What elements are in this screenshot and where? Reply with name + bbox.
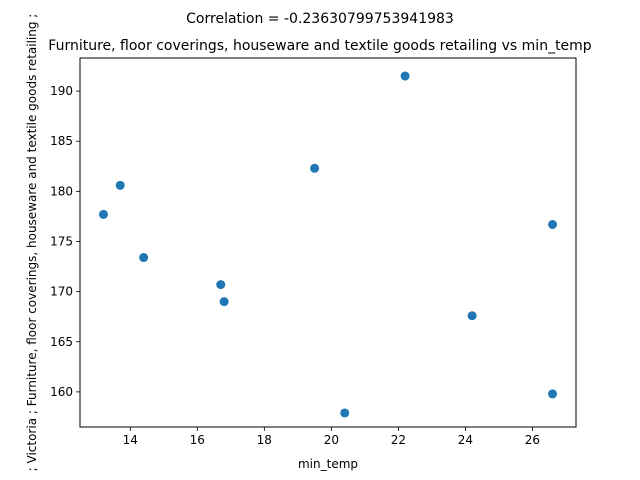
data-point xyxy=(340,408,350,418)
y-tick-label: 180 xyxy=(50,184,73,198)
x-tick-label: 16 xyxy=(190,433,205,447)
chart-suptitle: Correlation = -0.23630799753941983 xyxy=(186,11,454,27)
x-tick-label: 18 xyxy=(257,433,272,447)
y-tick-label: 185 xyxy=(50,134,73,148)
y-tick-label: 175 xyxy=(50,234,73,248)
data-points xyxy=(98,71,558,418)
x-axis-label: min_temp xyxy=(298,457,358,471)
data-point xyxy=(548,389,558,399)
x-tick-label: 22 xyxy=(391,433,406,447)
y-axis-ticks: 160 165 170 175 180 185 190 xyxy=(50,84,80,399)
y-tick-label: 170 xyxy=(50,285,73,299)
y-tick-label: 160 xyxy=(50,385,73,399)
x-tick-label: 26 xyxy=(525,433,540,447)
data-point xyxy=(98,209,108,219)
y-tick-label: 190 xyxy=(50,84,73,98)
data-point xyxy=(310,163,320,173)
data-point xyxy=(139,253,149,263)
x-axis-ticks: 14 16 18 20 22 24 26 xyxy=(123,427,540,447)
data-point xyxy=(467,311,477,321)
chart-title: Furniture, floor coverings, houseware an… xyxy=(48,38,592,54)
plot-area xyxy=(79,57,577,428)
data-point xyxy=(216,280,226,290)
y-axis-label: ; Victoria ; Furniture, floor coverings,… xyxy=(25,14,39,472)
x-tick-label: 24 xyxy=(458,433,473,447)
data-point xyxy=(548,219,558,229)
data-point xyxy=(219,297,229,307)
x-tick-label: 14 xyxy=(123,433,138,447)
y-tick-label: 165 xyxy=(50,335,73,349)
data-point xyxy=(115,180,125,190)
x-tick-label: 20 xyxy=(324,433,339,447)
data-point xyxy=(400,71,410,81)
